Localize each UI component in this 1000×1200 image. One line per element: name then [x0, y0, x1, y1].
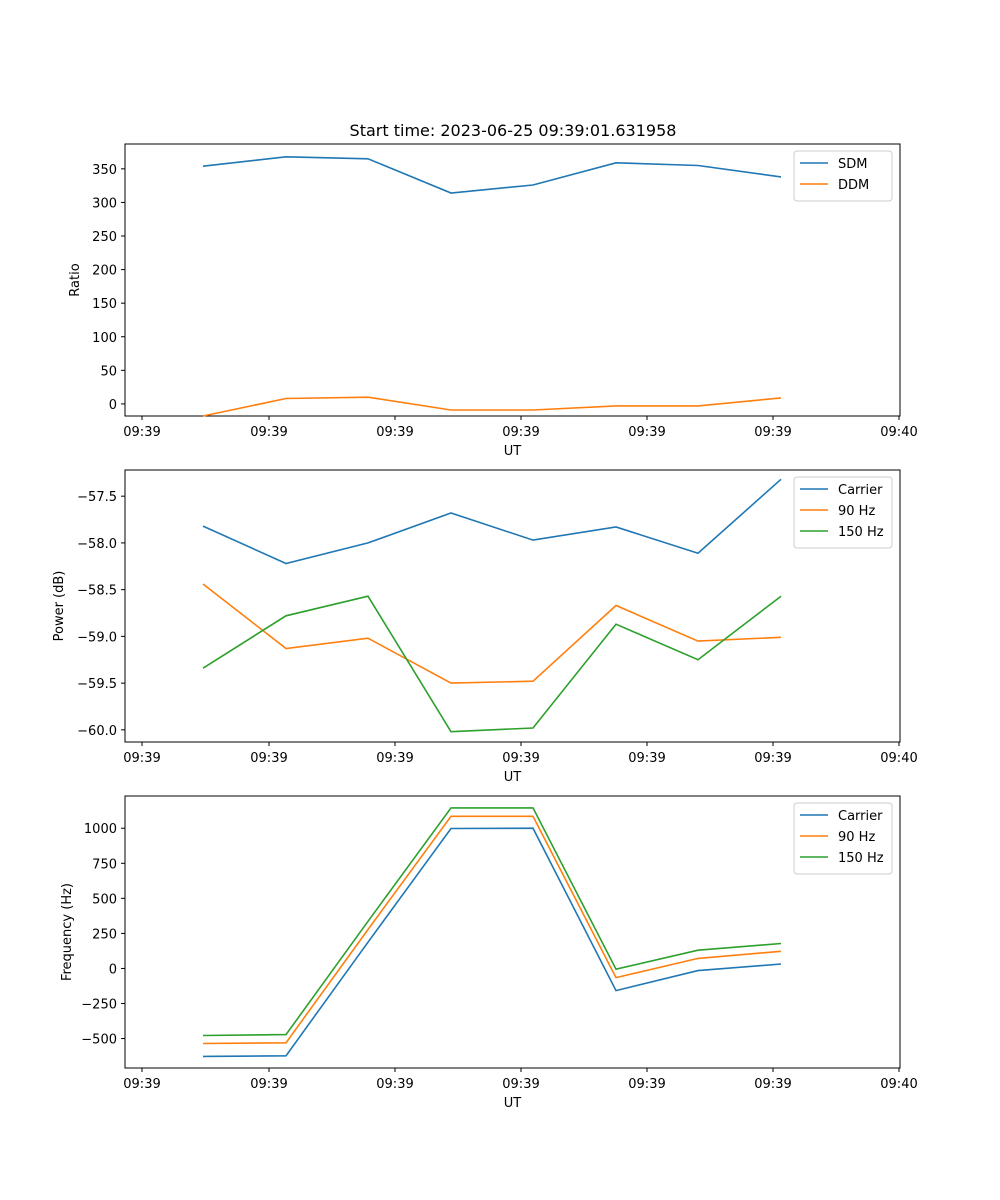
y-tick-label: 250 — [92, 927, 117, 942]
y-tick-label: 750 — [92, 857, 117, 872]
y-tick-label: 50 — [100, 364, 117, 379]
x-tick-label: 09:39 — [376, 425, 413, 440]
x-axis-label: UT — [504, 1096, 522, 1111]
y-axis-label: Power (dB) — [52, 571, 67, 642]
series-line-carrier — [202, 478, 782, 565]
x-axis-label: UT — [504, 444, 522, 459]
y-tick-label: 0 — [109, 398, 117, 413]
x-tick-label: 09:39 — [376, 751, 413, 766]
y-tick-label: −59.0 — [77, 630, 117, 645]
y-tick-label: −57.5 — [77, 490, 117, 505]
axes-frame — [124, 143, 901, 417]
power-panel: 09:39 09:39 09:39 09:39 09:39 09:39 09:40 UT −60… — [52, 469, 918, 785]
y-tick-label: 300 — [92, 196, 117, 211]
y-tick-label: −60.0 — [77, 724, 117, 739]
x-tick-label: 09:39 — [376, 1077, 413, 1092]
x-tick-label: 09:39 — [754, 425, 791, 440]
legend-label: 150 Hz — [838, 525, 884, 540]
legend-label: 90 Hz — [838, 830, 875, 845]
x-tick-label: 09:39 — [628, 1077, 665, 1092]
frequency-panel: 09:39 09:39 09:39 09:39 09:39 09:39 09:40 UT −50… — [60, 795, 918, 1111]
y-tick-label: 0 — [109, 962, 117, 977]
legend: SDM DDM — [793, 150, 893, 202]
x-tick-label: 09:39 — [123, 751, 160, 766]
y-tick-label: −500 — [81, 1033, 117, 1048]
x-tick-label: 09:39 — [754, 1077, 791, 1092]
x-tick-label: 09:40 — [880, 1077, 917, 1092]
series-line-sdm — [202, 155, 782, 194]
ratio-panel: 09:39 09:39 09:39 09:39 09:39 09:39 09:40 UT 0 50… — [68, 143, 918, 459]
legend-label: Carrier — [838, 809, 883, 824]
x-tick-label: 09:39 — [250, 425, 287, 440]
y-tick-label: 350 — [92, 163, 117, 178]
x-tick-label: 09:39 — [123, 425, 160, 440]
series-line-90-hz — [202, 815, 782, 1045]
y-tick-label: 150 — [92, 297, 117, 312]
x-axis-label: UT — [504, 770, 522, 785]
series-line-150-hz — [202, 807, 782, 1037]
legend: Carrier 90 Hz 150 Hz — [793, 476, 893, 549]
series-line-150-hz — [202, 595, 782, 733]
x-tick-label: 09:39 — [502, 751, 539, 766]
figure-title: Start time: 2023-06-25 09:39:01.631958 — [350, 121, 677, 140]
y-axis-label: Ratio — [68, 263, 83, 296]
series-line-ddm — [202, 396, 782, 417]
x-tick-label: 09:40 — [880, 425, 917, 440]
x-tick-label: 09:39 — [628, 425, 665, 440]
y-tick-label: 100 — [92, 331, 117, 346]
series-line-90-hz — [202, 583, 782, 684]
y-tick-label: −59.5 — [77, 677, 117, 692]
axes-frame — [124, 469, 901, 743]
x-tick-label: 09:39 — [754, 751, 791, 766]
y-tick-label: −58.5 — [77, 584, 117, 599]
x-tick-label: 09:39 — [502, 425, 539, 440]
axes-frame — [124, 795, 901, 1069]
x-tick-label: 09:39 — [123, 1077, 160, 1092]
y-tick-label: −250 — [81, 998, 117, 1013]
y-tick-label: −58.0 — [77, 537, 117, 552]
x-tick-label: 09:39 — [628, 751, 665, 766]
legend-label: 90 Hz — [838, 504, 875, 519]
legend-label: Carrier — [838, 483, 883, 498]
legend-label: SDM — [838, 157, 867, 172]
x-tick-label: 09:39 — [502, 1077, 539, 1092]
y-tick-label: 1000 — [84, 822, 117, 837]
x-tick-label: 09:40 — [880, 751, 917, 766]
y-tick-label: 500 — [92, 892, 117, 907]
legend-label: DDM — [838, 178, 869, 193]
series-line-carrier — [202, 827, 782, 1058]
y-tick-label: 250 — [92, 230, 117, 245]
y-tick-label: 200 — [92, 264, 117, 279]
legend-label: 150 Hz — [838, 851, 884, 866]
y-axis-label: Frequency (Hz) — [60, 883, 75, 981]
x-tick-label: 09:39 — [250, 751, 287, 766]
legend: Carrier 90 Hz 150 Hz — [793, 802, 893, 875]
x-tick-label: 09:39 — [250, 1077, 287, 1092]
